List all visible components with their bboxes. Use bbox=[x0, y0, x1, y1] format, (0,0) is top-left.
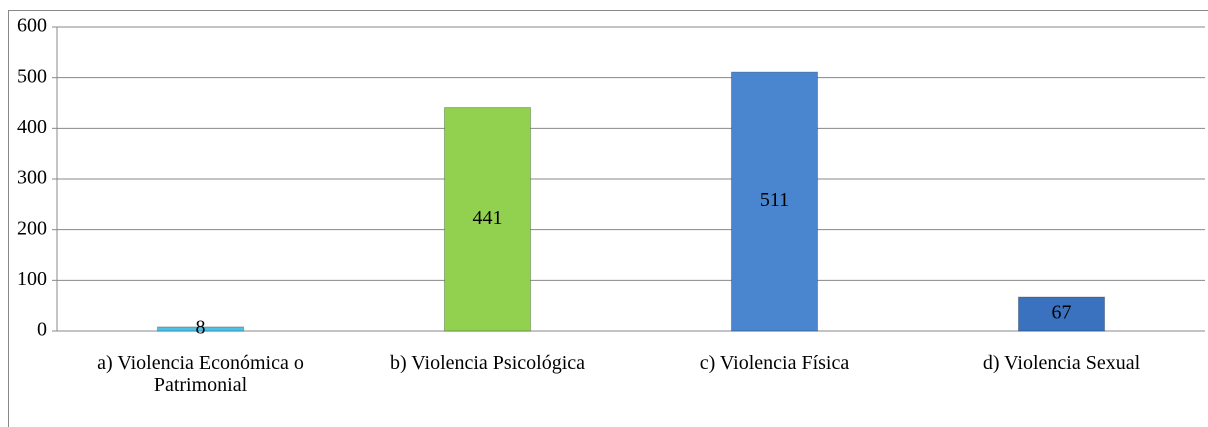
y-tick-label: 200 bbox=[17, 217, 47, 239]
y-tick-label: 300 bbox=[17, 167, 47, 189]
y-tick-label: 400 bbox=[17, 116, 47, 138]
x-tick-label: d) Violencia Sexual bbox=[982, 352, 1141, 374]
y-tick-label: 500 bbox=[17, 65, 47, 87]
data-label: 8 bbox=[196, 317, 206, 339]
bar bbox=[156, 326, 245, 332]
y-tick-label: 600 bbox=[17, 15, 47, 37]
bar bbox=[730, 71, 819, 332]
bar bbox=[1017, 296, 1106, 332]
y-tick-label: 100 bbox=[17, 268, 47, 290]
data-label: 511 bbox=[760, 189, 789, 211]
x-tick-label: a) Violencia Económica o Patrimonial bbox=[97, 352, 304, 396]
data-label: 67 bbox=[1052, 302, 1072, 324]
data-label: 441 bbox=[473, 207, 503, 229]
chart-frame bbox=[8, 10, 1208, 427]
bar bbox=[443, 107, 532, 332]
x-tick-label: b) Violencia Psicológica bbox=[389, 352, 586, 374]
y-tick-label: 0 bbox=[37, 319, 47, 341]
x-tick-label: c) Violencia Física bbox=[699, 352, 850, 374]
